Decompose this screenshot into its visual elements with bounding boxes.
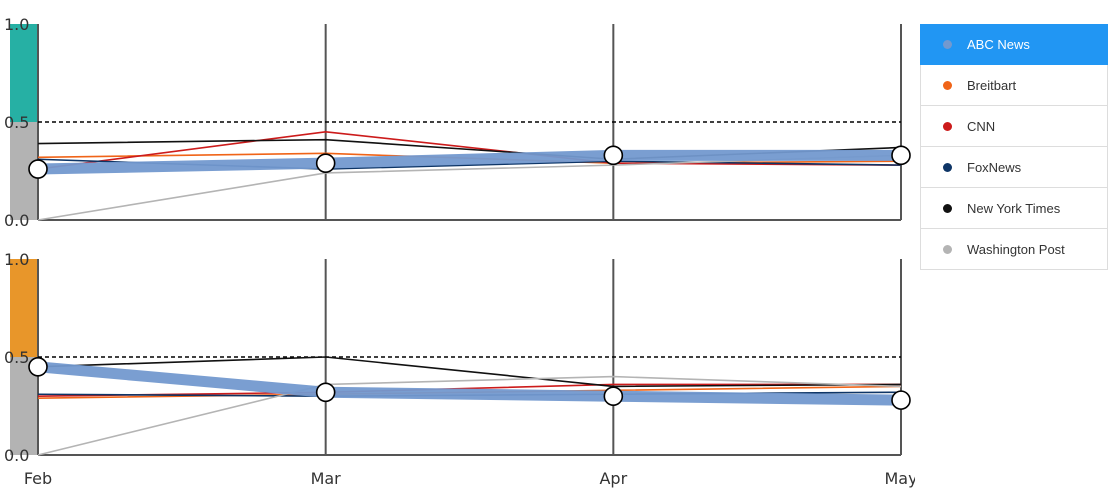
- legend-color-dot: [943, 244, 952, 254]
- chart: 0.0 0.5 1.0 0.0 0.5 1.0 Feb Mar Apr May: [4, 15, 915, 488]
- series-line-new-york-times: [37, 356, 902, 388]
- y-tick-label: 1.0: [4, 250, 29, 269]
- series-line-washington-post: [37, 375, 902, 456]
- y-tick-label: 0.5: [4, 113, 29, 132]
- data-point: [28, 159, 48, 179]
- legend-color-dot: [943, 203, 952, 213]
- legend-color-dot: [943, 162, 952, 172]
- data-point: [891, 145, 911, 166]
- legend-label: FoxNews: [967, 159, 1022, 175]
- series-line-cnn: [37, 383, 901, 397]
- y-tick-label: 1.0: [4, 15, 29, 34]
- series-line-highlighted: [32, 149, 907, 175]
- legend-item[interactable]: Washington Post: [920, 229, 1108, 270]
- y-tick-label: 0.5: [4, 348, 29, 367]
- x-tick-label: May: [884, 469, 915, 488]
- legend-label: New York Times: [967, 200, 1061, 216]
- legend-label: CNN: [967, 118, 996, 134]
- data-point: [28, 356, 48, 377]
- legend-item[interactable]: ABC News: [920, 24, 1108, 65]
- legend-item[interactable]: Breitbart: [920, 65, 1108, 106]
- x-tick-label: Mar: [311, 469, 342, 488]
- legend-item[interactable]: CNN: [920, 106, 1108, 147]
- series-line-cnn: [37, 130, 902, 170]
- data-point: [891, 390, 911, 410]
- legend-label: Breitbart: [967, 77, 1017, 93]
- data-point: [603, 145, 624, 166]
- y-tick-label: 0.0: [4, 446, 29, 465]
- data-point: [315, 153, 336, 173]
- data-point: [315, 382, 336, 403]
- series-line-highlighted: [32, 361, 907, 406]
- data-point: [603, 386, 624, 407]
- legend-item[interactable]: FoxNews: [920, 147, 1108, 188]
- legend-color-dot: [943, 40, 952, 49]
- legend-label: Washington Post: [967, 241, 1065, 257]
- indicator-bar-fill: [10, 259, 38, 357]
- legend-color-dot: [943, 80, 952, 90]
- legend-color-dot: [943, 121, 952, 131]
- legend-label: ABC News: [967, 37, 1030, 52]
- y-tick-label: 0.0: [4, 211, 29, 230]
- legend: ABC News Breitbart CNN FoxNews New York Time…: [920, 24, 1108, 270]
- legend-item[interactable]: New York Times: [920, 188, 1108, 229]
- x-tick-label: Apr: [599, 469, 627, 488]
- indicator-bar-fill: [10, 24, 38, 122]
- x-tick-label: Feb: [24, 469, 52, 488]
